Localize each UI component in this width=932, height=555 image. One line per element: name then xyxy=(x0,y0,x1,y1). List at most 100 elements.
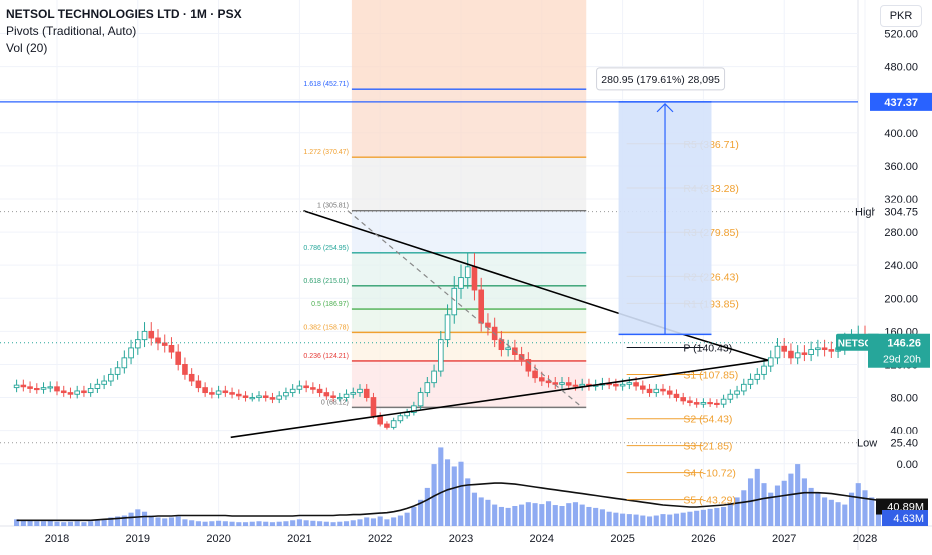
volume-bar xyxy=(620,513,626,526)
volume-bar xyxy=(444,459,451,526)
volume-bar xyxy=(162,518,168,526)
volume-bar xyxy=(848,492,855,526)
fib-zone xyxy=(351,157,587,211)
candle-up xyxy=(458,277,464,289)
volume-bar xyxy=(653,515,659,526)
volume-bar xyxy=(606,511,612,526)
fib-label: 0.618 (215.01) xyxy=(303,278,349,285)
candle-down xyxy=(54,386,60,392)
measure-tool: 280.95 (179.61%) 28,095 xyxy=(596,67,726,336)
candle-up xyxy=(47,386,54,389)
volume-bar xyxy=(694,510,700,526)
volume-bar xyxy=(303,520,309,526)
candle-down xyxy=(707,402,713,405)
candle-down xyxy=(195,380,202,389)
candle-down xyxy=(471,266,478,291)
target-price-tag[interactable] xyxy=(870,92,932,111)
candle-up xyxy=(451,287,458,316)
candle-up xyxy=(74,390,81,395)
candle-down xyxy=(525,359,532,372)
last-price-tag[interactable] xyxy=(868,333,930,368)
time-tick-label: 2021 xyxy=(287,533,311,545)
candle-up xyxy=(101,380,107,385)
candle-up xyxy=(740,383,747,392)
volume-bar xyxy=(525,502,531,526)
candle-down xyxy=(538,377,545,382)
candle-up xyxy=(276,395,283,400)
volume-bar xyxy=(350,520,356,526)
target-price-value: 437.37 xyxy=(884,97,918,109)
volume-bar xyxy=(384,519,390,526)
trendline-upper-ext[interactable] xyxy=(682,333,769,362)
volume-bar xyxy=(249,521,255,526)
candle-up xyxy=(417,392,424,407)
candle-down xyxy=(323,392,330,397)
candle-up xyxy=(141,330,148,341)
volume-bar xyxy=(34,521,40,526)
candle-down xyxy=(680,397,687,402)
volume-bar xyxy=(337,521,343,526)
volume-bar xyxy=(269,522,276,526)
price-tick-label: 0.00 xyxy=(897,459,918,471)
fib-zone xyxy=(351,89,587,158)
volume-bar xyxy=(115,516,121,526)
volume-bar xyxy=(175,516,181,526)
indicator-pivots[interactable]: Pivots (Traditional, Auto) xyxy=(6,24,137,38)
volume-bar xyxy=(182,519,188,526)
axes: 520.00480.00440.00400.00360.00320.00280.… xyxy=(45,29,932,545)
candle-down xyxy=(303,385,309,389)
candle-down xyxy=(370,397,377,417)
volume-bar xyxy=(290,520,296,526)
candle-up xyxy=(114,367,121,375)
candle-up xyxy=(747,378,754,385)
trendline-lower[interactable] xyxy=(230,359,769,439)
volume-bar xyxy=(707,508,713,526)
candle-up xyxy=(94,383,101,389)
volume-bar xyxy=(263,521,269,526)
volume-bar xyxy=(229,521,235,526)
candle-down xyxy=(565,382,572,386)
volume-bar xyxy=(747,478,754,526)
candle-up xyxy=(767,357,774,367)
indicator-volume[interactable]: Vol (20) xyxy=(6,41,48,55)
volume-bar xyxy=(94,520,100,526)
price-tick-label: 200.00 xyxy=(884,293,918,305)
time-tick-label: 2019 xyxy=(126,533,150,545)
fib-zone xyxy=(351,360,587,408)
candle-down xyxy=(687,400,693,403)
candle-down xyxy=(33,388,40,391)
candle-down xyxy=(229,392,235,395)
price-tick-label: 240.00 xyxy=(884,260,918,272)
volume-bar xyxy=(593,507,599,526)
volume-bar xyxy=(667,514,673,526)
volume-bar xyxy=(458,461,464,526)
volume-bar xyxy=(505,507,511,526)
volume-value: 4.63M xyxy=(893,513,924,525)
candle-down xyxy=(572,384,579,387)
currency-button[interactable]: PKR xyxy=(880,5,922,27)
volume-bar xyxy=(586,506,592,526)
volume-bar xyxy=(613,512,619,526)
volume-bar xyxy=(256,521,262,526)
volume-bar xyxy=(168,517,175,526)
time-tick-label: 2018 xyxy=(45,533,69,545)
volume-bar xyxy=(47,520,53,526)
candle-up xyxy=(559,382,565,385)
volume-bar xyxy=(855,483,861,526)
volume-bar xyxy=(216,520,222,526)
volume-bar xyxy=(155,517,161,526)
pivot-label: P (140.43) xyxy=(683,343,732,355)
volume-bar xyxy=(242,522,249,526)
high-label: High xyxy=(855,207,878,219)
volume-bar xyxy=(660,514,666,526)
candle-down xyxy=(155,337,161,344)
symbol-title[interactable]: NETSOL TECHNOLOGIES LTD · 1M · PSX xyxy=(6,7,242,21)
volume-bar xyxy=(842,504,848,526)
legend: NETSOL TECHNOLOGIES LTD · 1M · PSX Pivot… xyxy=(6,6,242,57)
volume-bar xyxy=(768,492,774,526)
time-tick-label: 2025 xyxy=(610,533,634,545)
volume-bar xyxy=(599,509,605,526)
pivot-label: S2 (54.43) xyxy=(683,414,732,426)
